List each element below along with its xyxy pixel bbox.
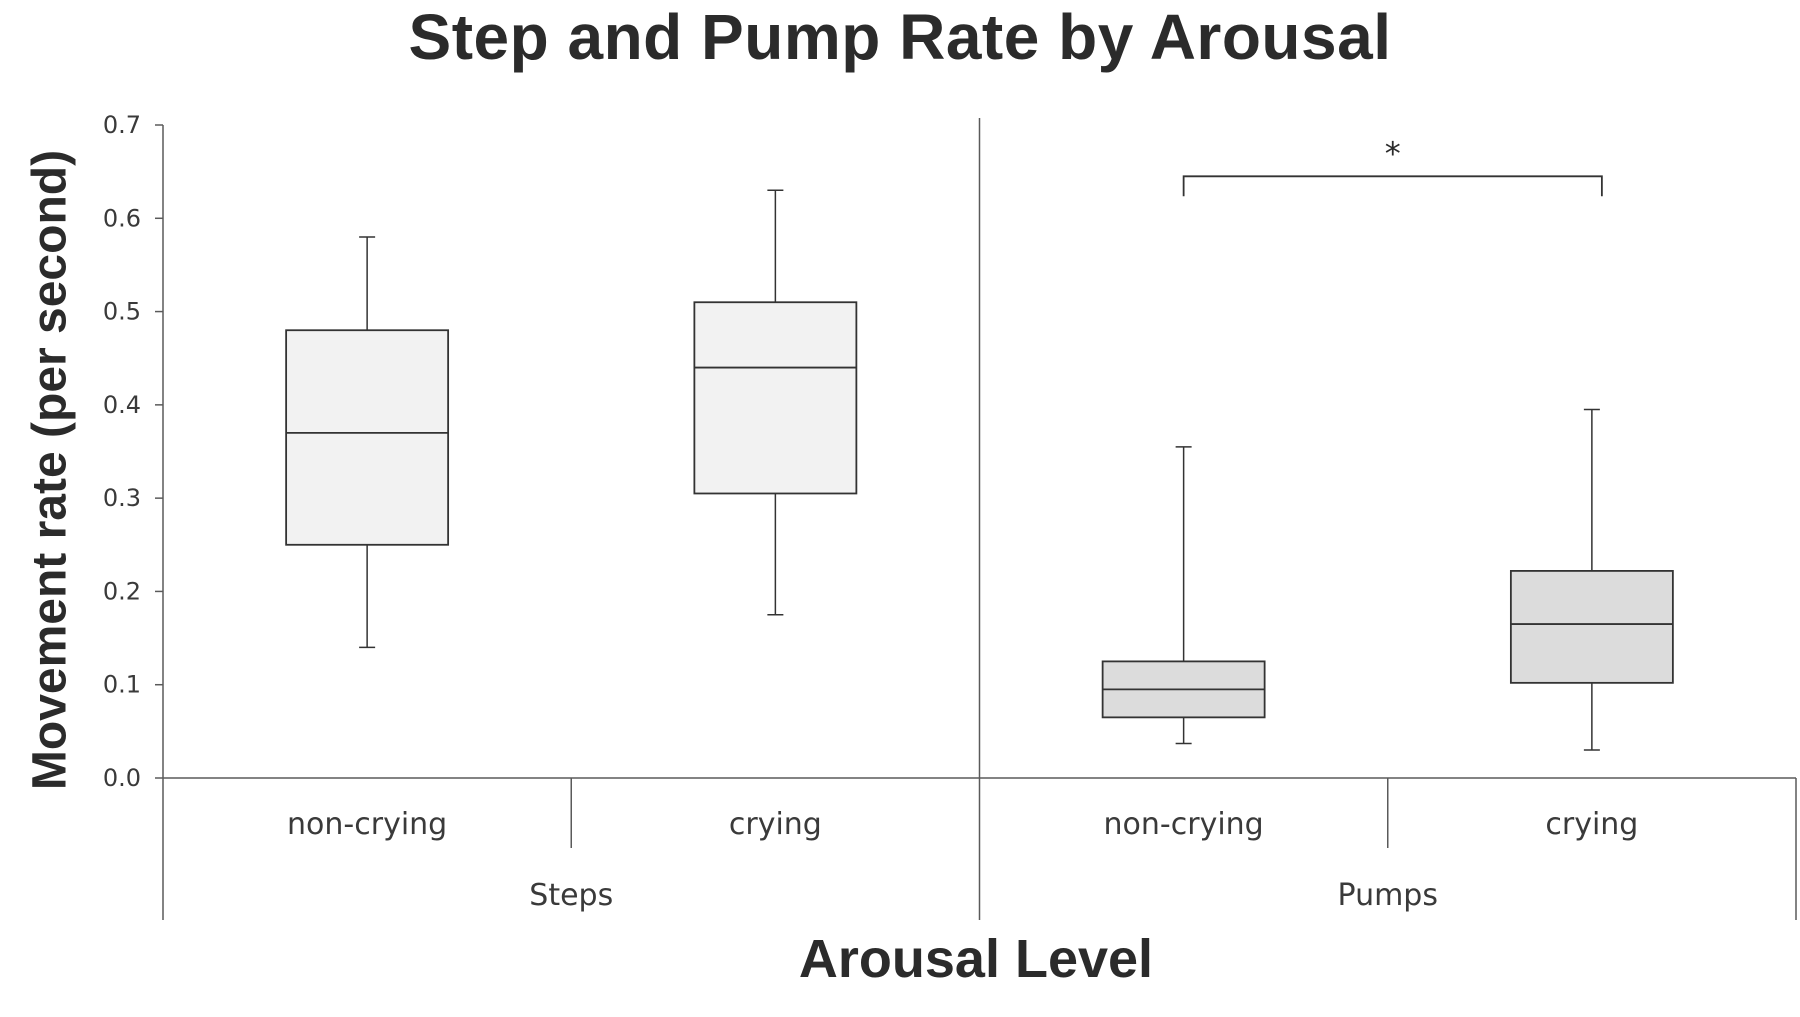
box-steps-crying bbox=[693, 189, 858, 616]
group-label: Pumps bbox=[1338, 878, 1438, 913]
box-pumps-crying bbox=[1509, 408, 1674, 751]
category-label: non-crying bbox=[287, 807, 447, 842]
category-label: crying bbox=[729, 807, 822, 842]
boxes bbox=[285, 175, 1674, 751]
group-label: Steps bbox=[529, 878, 613, 913]
significance-label: * bbox=[1385, 134, 1401, 172]
significance-bracket bbox=[1182, 175, 1603, 197]
axes bbox=[155, 118, 1797, 920]
y-tick-label: 0.3 bbox=[103, 484, 141, 512]
labels: 0.0 0.1 0.2 0.3 0.4 0.5 0.6 0.7 non-crying crying… bbox=[103, 111, 1639, 913]
y-tick-label: 0.0 bbox=[103, 764, 141, 792]
box-iqr bbox=[693, 301, 858, 495]
category-label: non-crying bbox=[1104, 807, 1264, 842]
x-axis-title: Arousal Level bbox=[798, 929, 1154, 989]
y-tick-label: 0.5 bbox=[103, 298, 141, 326]
y-tick-label: 0.1 bbox=[103, 671, 141, 699]
box-pumps-non-crying bbox=[1101, 446, 1266, 745]
y-tick-label: 0.4 bbox=[103, 391, 141, 419]
box-steps-non-crying bbox=[285, 236, 450, 649]
y-tick-label: 0.7 bbox=[103, 111, 141, 139]
box-iqr bbox=[285, 329, 450, 546]
y-tick-label: 0.6 bbox=[103, 204, 141, 232]
y-tick-label: 0.2 bbox=[103, 577, 141, 605]
category-label: crying bbox=[1545, 807, 1638, 842]
chart-title: Step and Pump Rate by Arousal bbox=[408, 1, 1392, 73]
box-iqr bbox=[1509, 570, 1674, 684]
